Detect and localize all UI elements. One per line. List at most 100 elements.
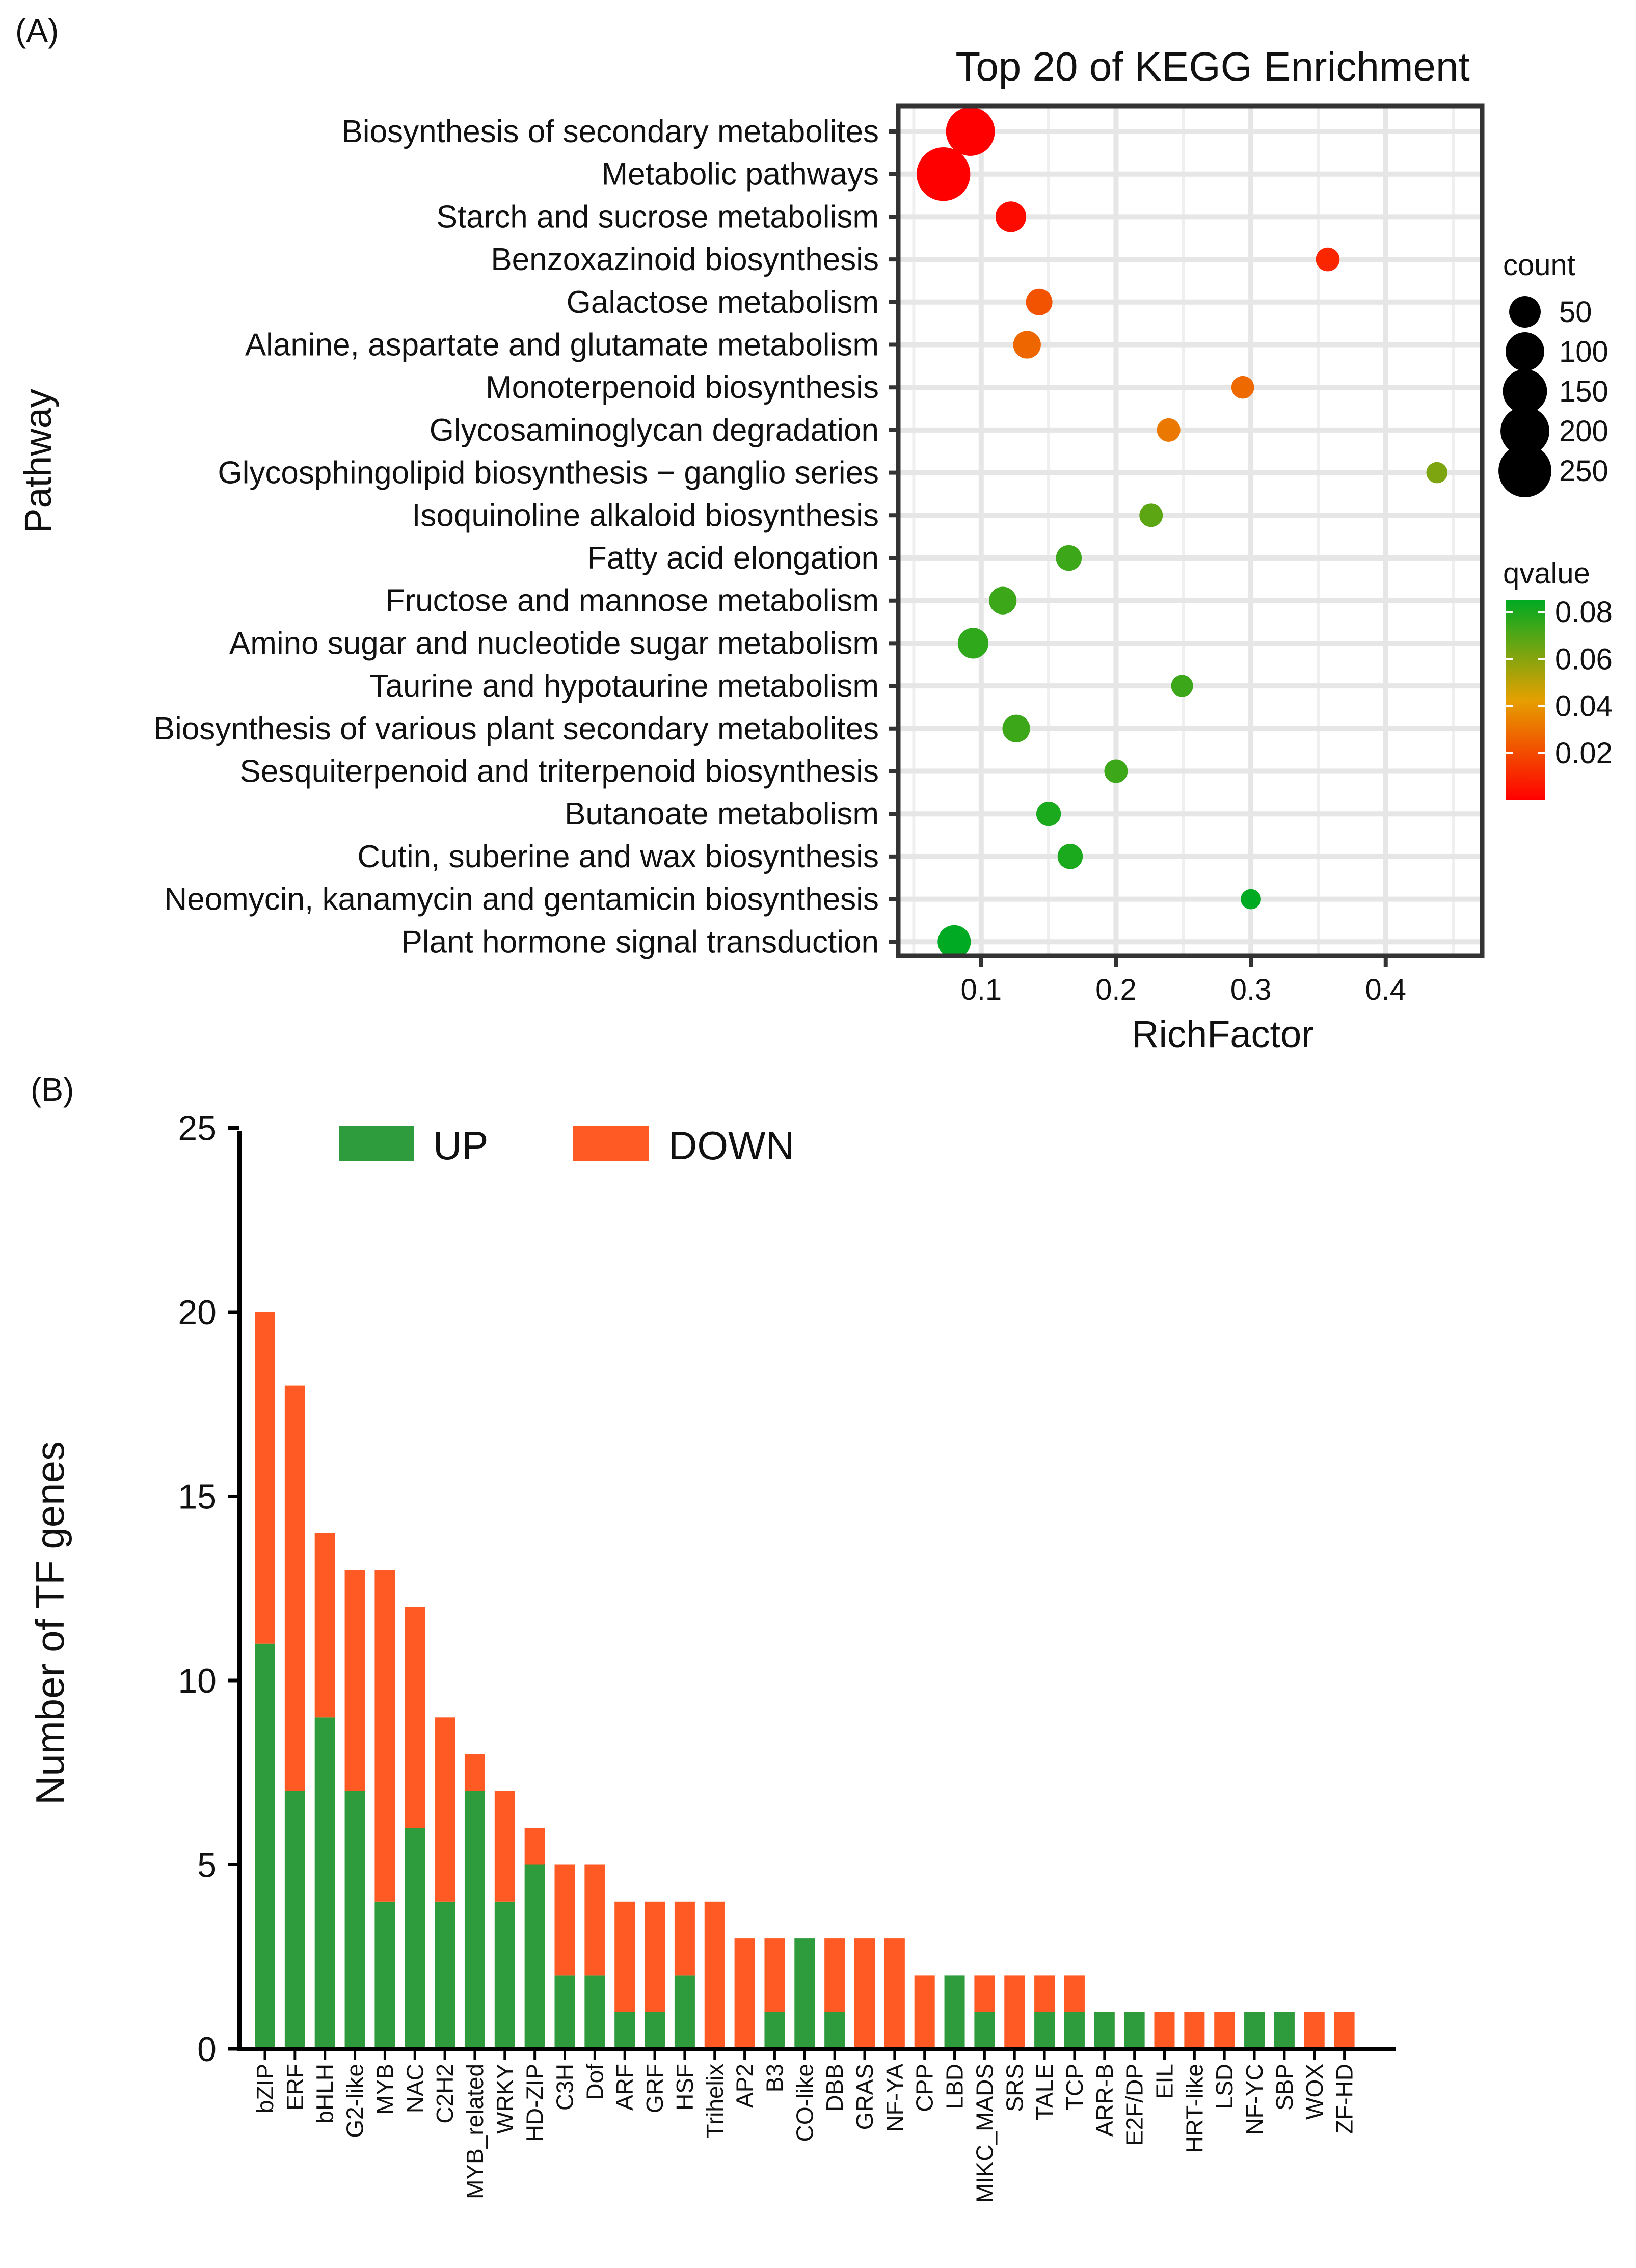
kegg-point	[1026, 288, 1053, 315]
tf-category-label: LSD	[1211, 2064, 1238, 2109]
bar-up	[584, 1975, 605, 2049]
tf-y-tick-label: 25	[178, 1109, 217, 1148]
bar-down	[674, 1901, 695, 1976]
kegg-x-ticks: 0.1 0.2 0.3 0.4	[960, 958, 1406, 1006]
bar-down	[734, 1938, 755, 2049]
qvalue-legend-ticks: 0.02 0.04 0.06 0.08	[1506, 596, 1613, 770]
tf-category-label: DBB	[821, 2064, 848, 2112]
kegg-point	[1057, 844, 1083, 869]
tf-category-label: CPP	[911, 2064, 938, 2112]
bar-up	[764, 2012, 785, 2049]
count-legend-dot	[1503, 369, 1547, 414]
pathway-label: Glycosphingolipid biosynthesis − ganglio…	[218, 456, 879, 491]
kegg-points	[916, 107, 1448, 958]
kegg-point	[1241, 889, 1261, 910]
tf-y-tick-label: 10	[178, 1662, 217, 1700]
bar-up	[1064, 2012, 1085, 2049]
tf-y-tick-label: 20	[178, 1293, 217, 1332]
pathway-label: Glycosaminoglycan degradation	[430, 413, 879, 448]
bar-down	[284, 1385, 305, 1791]
tf-category-label: ARF	[611, 2064, 638, 2111]
tf-y-axis-title: Number of TF genes	[28, 1441, 72, 1805]
bar-down	[1064, 1975, 1085, 2012]
kegg-x-tick-label: 0.3	[1230, 973, 1272, 1006]
bar-down	[1004, 1975, 1025, 2049]
kegg-point	[1426, 462, 1448, 484]
tf-y-ticks: 0 5 10 15 20 25	[178, 1109, 239, 2069]
pathway-label: Isoquinoline alkaloid biosynthesis	[412, 498, 879, 533]
kegg-plot-frame	[896, 103, 1485, 958]
pathway-label: Starch and sucrose metabolism	[437, 199, 879, 234]
bar-up	[1034, 2012, 1055, 2049]
count-legend-label: 100	[1559, 335, 1608, 368]
bar-down	[974, 1975, 995, 2012]
bar-up	[554, 1975, 575, 2049]
count-legend-label: 150	[1559, 375, 1608, 408]
kegg-point	[1139, 503, 1163, 527]
kegg-point	[937, 925, 971, 958]
pathway-label: Amino sugar and nucleotide sugar metabol…	[229, 626, 879, 661]
bar-down	[1214, 2012, 1235, 2049]
bar-down	[914, 1975, 935, 2049]
bar-down	[1034, 1975, 1055, 2012]
tf-category-label: Dof	[581, 2064, 608, 2100]
bar-up	[255, 1643, 275, 2049]
tf-category-label: C3H	[552, 2064, 578, 2111]
kegg-x-tick-label: 0.2	[1095, 973, 1137, 1006]
pathway-label: Alanine, aspartate and glutamate metabol…	[245, 328, 879, 363]
bar-up	[494, 1901, 515, 2049]
kegg-point	[1104, 759, 1128, 783]
tf-category-label: NF-YA	[881, 2064, 908, 2132]
tf-category-label: SRS	[1001, 2064, 1028, 2112]
bar-up	[344, 1791, 365, 2049]
bar-down	[1334, 2012, 1355, 2049]
kegg-point	[1013, 331, 1041, 359]
tf-category-label: HD-ZIP	[522, 2064, 548, 2142]
tf-category-label: G2-like	[342, 2064, 368, 2138]
tf-category-label: ZF-HD	[1331, 2064, 1358, 2134]
legend-up-label: UP	[433, 1123, 488, 1168]
bar-up	[674, 1975, 695, 2049]
tf-category-label: GRF	[641, 2064, 668, 2113]
tf-category-label: CO-like	[791, 2064, 818, 2142]
bar-down	[1184, 2012, 1205, 2049]
tf-category-label: EIL	[1151, 2064, 1178, 2099]
bar-down	[314, 1533, 335, 1718]
pathway-label: Fatty acid elongation	[587, 541, 879, 576]
bar-up	[614, 2012, 635, 2049]
tf-category-label: TCP	[1061, 2064, 1088, 2111]
pathway-label: Biosynthesis of secondary metabolites	[341, 114, 879, 149]
tf-y-tick-label: 15	[178, 1478, 217, 1516]
legend-down-label: DOWN	[668, 1123, 794, 1168]
kegg-x-axis-title: RichFactor	[1132, 1013, 1314, 1055]
bar-down	[614, 1901, 635, 2012]
pathway-label: Biosynthesis of various plant secondary …	[154, 711, 879, 746]
bar-up	[1094, 2012, 1115, 2049]
bar-up	[405, 1828, 425, 2049]
panel-a-label: (A)	[15, 12, 59, 49]
kegg-point	[1157, 418, 1181, 442]
bar-down	[884, 1938, 905, 2049]
pathway-label: Taurine and hypotaurine metabolism	[370, 669, 879, 704]
bar-up	[374, 1901, 395, 2049]
bar-down	[824, 1938, 845, 2012]
bar-up	[524, 1864, 545, 2049]
tf-category-label: NAC	[401, 2064, 428, 2113]
bar-down	[524, 1828, 545, 1865]
count-legend-dot	[1500, 407, 1549, 456]
kegg-point	[946, 107, 995, 156]
bar-down	[554, 1864, 575, 1976]
tf-category-label: WRKY	[492, 2064, 518, 2134]
count-legend-dot	[1498, 444, 1551, 497]
kegg-plot-background	[900, 108, 1480, 954]
bar-down	[1154, 2012, 1175, 2049]
pathway-label: Butanoate metabolism	[565, 796, 879, 832]
pathway-label: Neomycin, kanamycin and gentamicin biosy…	[164, 882, 879, 917]
tf-category-label: B3	[761, 2064, 788, 2092]
bar-down	[255, 1312, 275, 1644]
kegg-point	[957, 628, 989, 659]
tf-category-label: HSF	[672, 2064, 698, 2111]
kegg-y-axis-title: Pathway	[17, 389, 59, 533]
bar-down	[764, 1938, 785, 2012]
tf-category-label: MYB_related	[462, 2064, 488, 2199]
